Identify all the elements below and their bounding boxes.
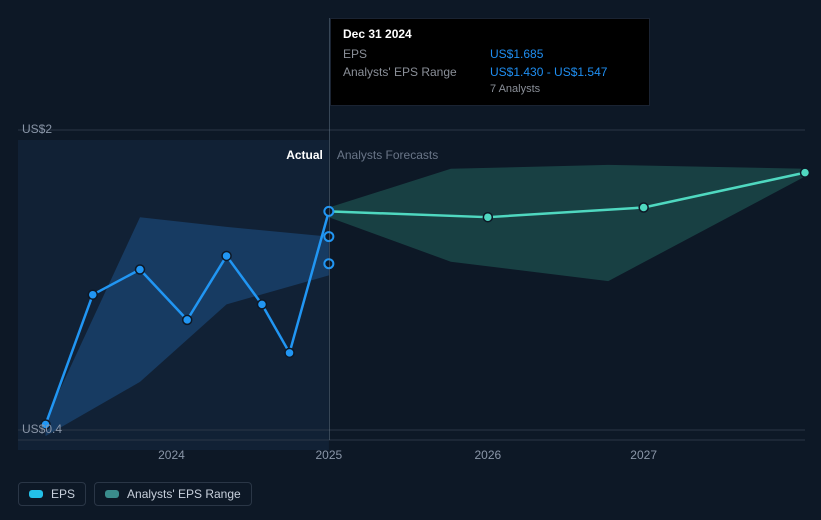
eps-marker	[257, 300, 266, 309]
legend-item[interactable]: Analysts' EPS Range	[94, 482, 252, 506]
y-gridline-label: US$0.4	[22, 422, 62, 436]
eps-marker	[135, 265, 144, 274]
legend-label: EPS	[51, 487, 75, 501]
x-tick-label: 2027	[630, 448, 657, 462]
x-tick-label: 2026	[474, 448, 501, 462]
tooltip-row-label: Analysts' EPS Range	[343, 63, 490, 81]
section-label-actual: Actual	[286, 148, 323, 162]
y-gridline-label: US$2	[22, 122, 52, 136]
tooltip-row-sub: 7 Analysts	[490, 81, 637, 97]
tooltip-row-value: US$1.685	[490, 45, 637, 63]
tooltip-row-label: EPS	[343, 45, 490, 63]
legend-swatch	[29, 490, 43, 498]
legend-item[interactable]: EPS	[18, 482, 86, 506]
eps-marker	[801, 168, 810, 177]
legend-label: Analysts' EPS Range	[127, 487, 241, 501]
x-tick-label: 2025	[316, 448, 343, 462]
eps-chart: Actual Analysts Forecasts US$2 US$0.4 202…	[0, 0, 821, 520]
tooltip-row-value: US$1.430 - US$1.547	[490, 63, 637, 81]
eps-marker	[483, 213, 492, 222]
range-band-forecast	[329, 165, 805, 281]
eps-marker	[639, 203, 648, 212]
eps-marker	[285, 348, 294, 357]
eps-marker	[88, 290, 97, 299]
hover-tooltip: Dec 31 2024 EPSUS$1.685Analysts' EPS Ran…	[330, 18, 650, 106]
section-label-forecast: Analysts Forecasts	[337, 148, 438, 162]
chart-legend: EPS Analysts' EPS Range	[18, 482, 252, 506]
eps-marker	[183, 315, 192, 324]
tooltip-date: Dec 31 2024	[343, 27, 637, 41]
eps-marker	[222, 251, 231, 260]
legend-swatch	[105, 490, 119, 498]
tooltip-table: EPSUS$1.685Analysts' EPS RangeUS$1.430 -…	[343, 45, 637, 97]
x-tick-label: 2024	[158, 448, 185, 462]
